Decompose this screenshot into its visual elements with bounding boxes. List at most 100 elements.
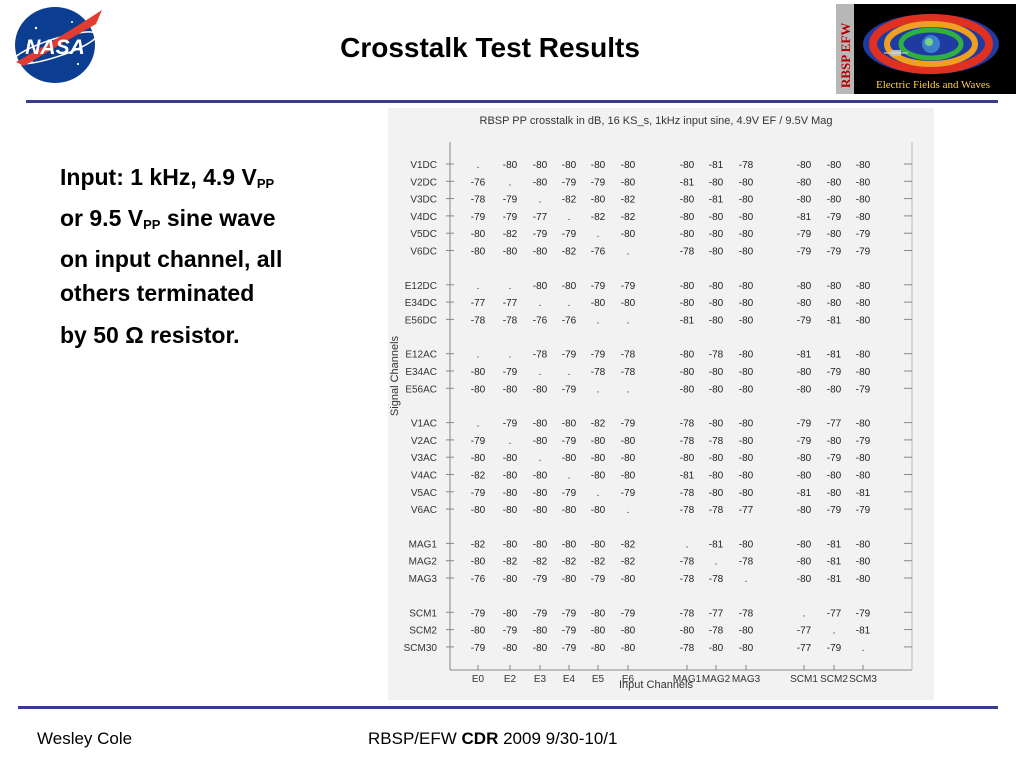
cell-value: -80 <box>856 453 871 464</box>
cell-value: -80 <box>562 419 577 430</box>
cell-value: -80 <box>591 436 606 447</box>
cell-value: -80 <box>562 539 577 550</box>
cell-value: -80 <box>709 453 724 464</box>
cell-value: -80 <box>680 626 695 637</box>
row-label: V2AC <box>411 436 437 447</box>
cell-value: -80 <box>591 471 606 482</box>
table-row: SCM30 -79 -80 -80 -79 -80 -80 -78 -80 -80 -77 -79. <box>404 643 912 654</box>
cell-value: -80 <box>709 488 724 499</box>
cell-value: -80 <box>471 505 486 516</box>
cell-value: -79 <box>471 436 486 447</box>
cell-value: -77 <box>827 608 842 619</box>
cell-value: -80 <box>471 453 486 464</box>
cell-value: -81 <box>797 350 812 361</box>
cell-value: -82 <box>621 557 636 568</box>
cell-value: -80 <box>533 488 548 499</box>
cell-value: -79 <box>503 419 518 430</box>
x-tick-label: E6 <box>622 674 635 685</box>
cell-value: -78 <box>680 505 695 516</box>
cell-value: -82 <box>503 229 518 240</box>
cell-value: -80 <box>739 384 754 395</box>
cell-value: -80 <box>797 298 812 309</box>
cell-value: -80 <box>503 643 518 654</box>
cell-value: -80 <box>533 281 548 292</box>
row-label: MAG1 <box>409 539 438 550</box>
cell-value: -80 <box>709 471 724 482</box>
cell-value: -80 <box>471 247 486 258</box>
cell-value: -80 <box>797 195 812 206</box>
cell-value: -80 <box>503 384 518 395</box>
cell-value: . <box>509 350 512 361</box>
cell-value: -80 <box>562 160 577 171</box>
table-row: V5DC -80 -82 -79 -79. -80 -80 -80 -80 -79 -80 -79 <box>410 229 912 240</box>
cell-value: -80 <box>797 557 812 568</box>
cell-value: -80 <box>503 505 518 516</box>
cell-value: -80 <box>739 229 754 240</box>
table-row: E12AC.. -78 -79 -79 -78 -80 -78 -80 -81 -81 -80 <box>405 350 912 361</box>
cell-value: -80 <box>827 281 842 292</box>
cell-value: -79 <box>503 195 518 206</box>
cell-value: -80 <box>591 539 606 550</box>
cell-value: -77 <box>471 298 486 309</box>
row-label: E12AC <box>405 350 437 361</box>
cell-value: -79 <box>856 247 871 258</box>
cell-value: -78 <box>621 350 636 361</box>
cell-value: -80 <box>797 505 812 516</box>
cell-value: -80 <box>797 367 812 378</box>
cell-value: -80 <box>621 453 636 464</box>
cell-value: -80 <box>533 384 548 395</box>
cell-value: -79 <box>562 643 577 654</box>
cell-value: . <box>509 436 512 447</box>
cell-value: . <box>509 177 512 188</box>
desc-line4: others terminated <box>60 280 255 306</box>
cell-value: -82 <box>471 471 486 482</box>
chart-frame <box>449 142 913 671</box>
cell-value: -80 <box>562 574 577 585</box>
cell-value: -80 <box>680 160 695 171</box>
cell-value: -79 <box>621 419 636 430</box>
cell-value: -82 <box>621 212 636 223</box>
row-label: E12DC <box>405 281 437 292</box>
efw-logo-sidebar: RBSP EFW <box>836 4 854 94</box>
cell-value: . <box>597 229 600 240</box>
cell-value: -80 <box>621 298 636 309</box>
cell-value: -79 <box>562 229 577 240</box>
cell-value: -80 <box>856 419 871 430</box>
cell-value: -80 <box>562 453 577 464</box>
table-row: SCM2 -80 -79 -80 -79 -80 -80 -80 -78 -80 -77. -81 <box>409 626 912 637</box>
cell-value: -80 <box>680 195 695 206</box>
cell-value: . <box>477 419 480 430</box>
desc-line1-sub: PP <box>256 176 275 191</box>
table-row: MAG1 -82 -80 -80 -80 -80 -82. -81 -80 -80 -81 -80 <box>409 539 912 550</box>
cell-value: -80 <box>471 626 486 637</box>
cell-value: -80 <box>856 298 871 309</box>
cell-value: -80 <box>680 298 695 309</box>
cell-value: -81 <box>709 195 724 206</box>
cell-value: -80 <box>856 195 871 206</box>
footer-event-date: 2009 9/30-10/1 <box>498 729 618 748</box>
cell-value: -79 <box>471 608 486 619</box>
cell-value: -80 <box>739 177 754 188</box>
cell-value: -80 <box>471 367 486 378</box>
cell-value: -80 <box>856 281 871 292</box>
row-label: V3DC <box>410 195 437 206</box>
cell-value: -78 <box>471 195 486 206</box>
cell-value: . <box>539 453 542 464</box>
cell-value: -80 <box>827 436 842 447</box>
cell-value: -80 <box>709 177 724 188</box>
cell-value: -79 <box>856 436 871 447</box>
chart-y-label: Signal Channels <box>389 335 401 416</box>
cell-value: -80 <box>591 643 606 654</box>
cell-value: -80 <box>621 229 636 240</box>
desc-line2-text: or 9.5 V <box>60 205 144 231</box>
cell-value: -79 <box>797 419 812 430</box>
cell-value: -80 <box>827 471 842 482</box>
cell-value: -80 <box>739 281 754 292</box>
cell-value: -79 <box>797 229 812 240</box>
cell-value: -82 <box>591 419 606 430</box>
cell-value: . <box>627 247 630 258</box>
cell-value: -78 <box>709 350 724 361</box>
cell-value: -80 <box>533 643 548 654</box>
cell-value: -78 <box>471 315 486 326</box>
cell-value: -80 <box>797 281 812 292</box>
